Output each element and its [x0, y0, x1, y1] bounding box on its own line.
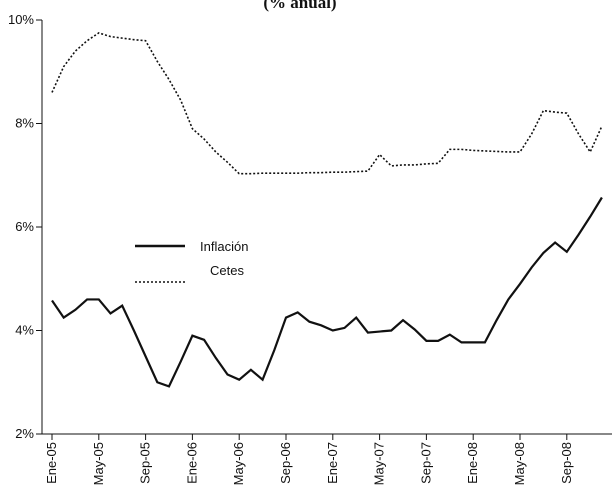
x-tick-label: Ene-07	[325, 442, 340, 484]
x-tick-label: Sep-06	[278, 442, 293, 484]
data-line	[51, 32, 603, 175]
y-tick-label: 6%	[15, 219, 34, 234]
x-tick-label: Sep-05	[138, 442, 153, 484]
legend-label: Cetes	[210, 263, 244, 278]
x-tick-label: Ene-05	[44, 442, 59, 484]
y-tick-label: 2%	[15, 426, 34, 441]
x-tick-label: May-07	[372, 442, 387, 485]
y-tick-label: 10%	[8, 12, 34, 27]
x-tick-label: May-08	[512, 442, 527, 485]
x-tick-label: Sep-08	[559, 442, 574, 484]
x-tick-label: Ene-08	[465, 442, 480, 484]
legend-label: Inflación	[200, 239, 248, 254]
chart-title: (% anual)	[263, 0, 336, 12]
y-tick-label: 4%	[15, 323, 34, 338]
x-tick-label: May-05	[91, 442, 106, 485]
x-tick-label: Ene-06	[184, 442, 199, 484]
data-line	[51, 196, 603, 388]
x-tick-label: May-06	[231, 442, 246, 485]
x-tick-label: Sep-07	[418, 442, 433, 484]
y-tick-label: 8%	[15, 116, 34, 131]
